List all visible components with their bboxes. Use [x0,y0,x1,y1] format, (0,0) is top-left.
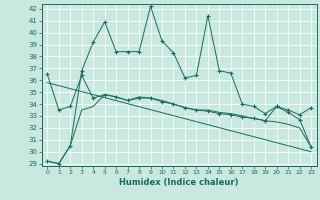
X-axis label: Humidex (Indice chaleur): Humidex (Indice chaleur) [119,178,239,187]
